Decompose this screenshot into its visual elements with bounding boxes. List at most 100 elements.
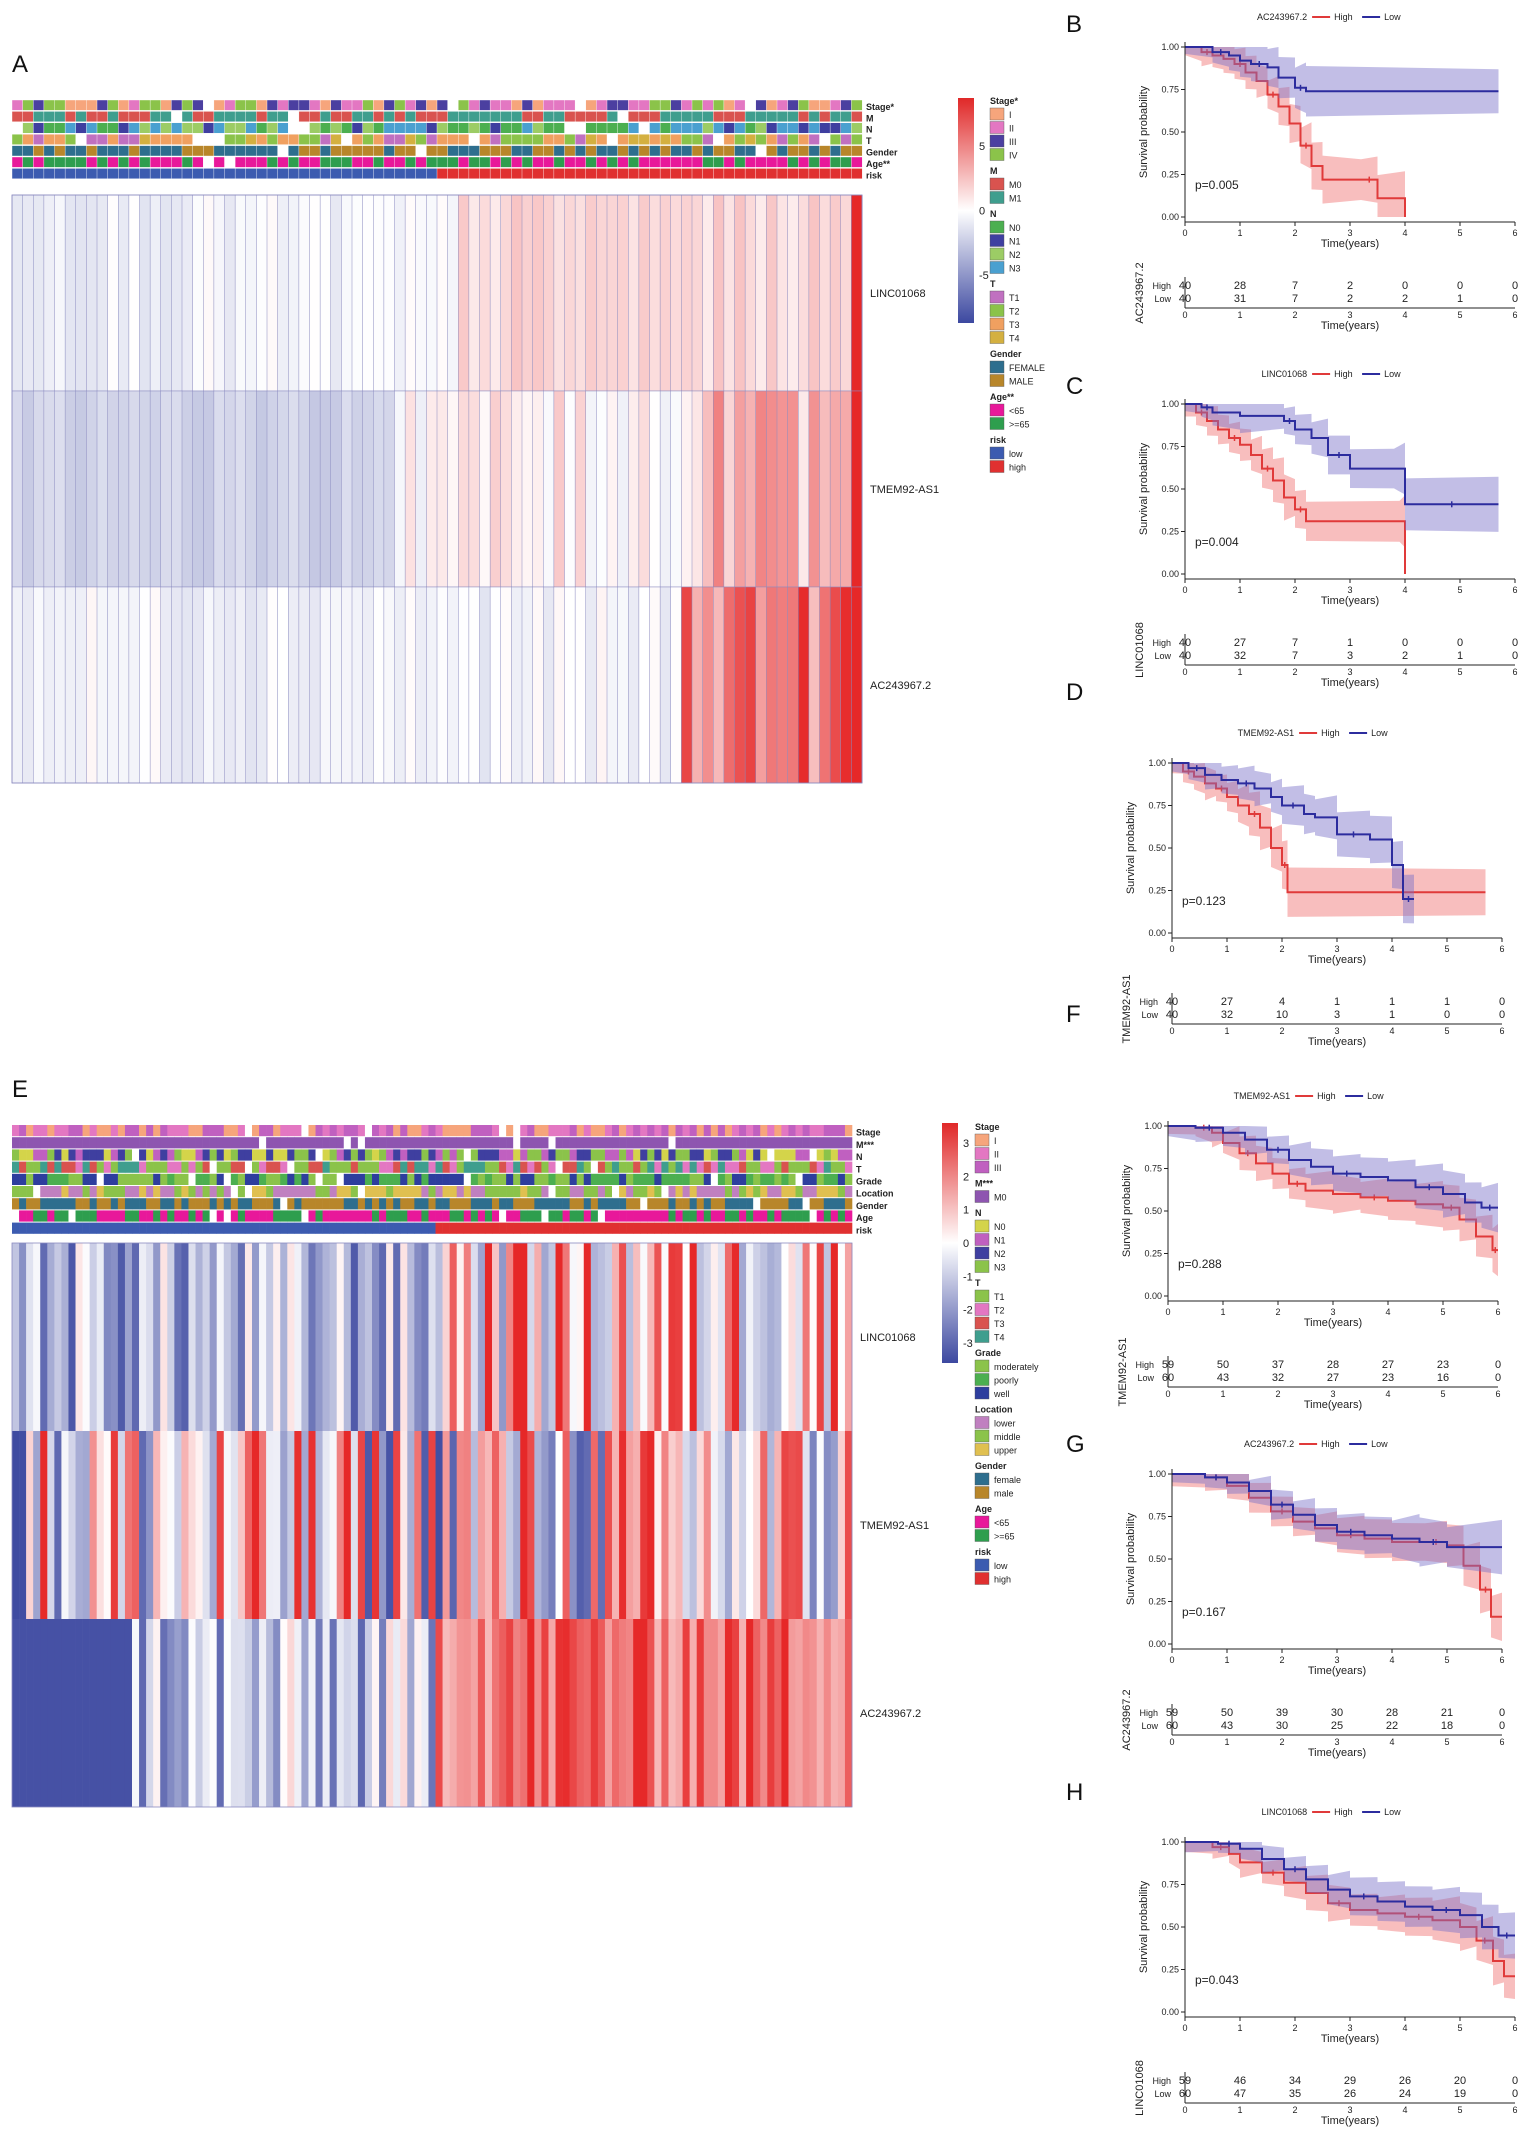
annotation-cell (96, 133, 109, 145)
annotation-cell (287, 1161, 295, 1173)
annotation-cell (746, 1161, 754, 1173)
heatmap-cell (808, 586, 821, 784)
annotation-cell (746, 1125, 754, 1137)
annotation-cell (840, 99, 852, 111)
annotation-cell (499, 1149, 507, 1161)
risk-x-tick-label: 6 (1512, 2105, 1517, 2115)
survival-curve-low (1172, 1473, 1502, 1549)
x-axis-label: Time(years) (1321, 2033, 1379, 2045)
annotation-cell (468, 133, 481, 145)
heatmap-A: Stage*MNTGenderAge**riskLINC01068TMEM92-… (11, 96, 1045, 784)
risk-x-tick-label: 0 (1169, 1026, 1174, 1036)
annotation-cell (400, 1149, 408, 1161)
annotation-cell (477, 1222, 486, 1234)
heatmap-cell (458, 194, 470, 392)
annotation-cell (809, 1137, 818, 1149)
annotation-cell (308, 1210, 316, 1222)
y-tick-label: 0.75 (1144, 1164, 1162, 1174)
annotation-cell (404, 145, 417, 157)
annotation-cell (357, 1222, 366, 1234)
annotation-cell (548, 1198, 556, 1210)
annotation-cell (633, 1173, 641, 1185)
annotation-cell (640, 1198, 648, 1210)
annotation-cell (442, 1186, 450, 1198)
legend-swatch (989, 290, 1005, 304)
annotation-cell (383, 111, 396, 123)
annotation-cell (449, 1198, 458, 1210)
ci-band-low (1185, 47, 1499, 117)
annotation-cell (492, 1173, 500, 1185)
annotation-cell (626, 1173, 634, 1185)
heatmap-cell (259, 1243, 267, 1431)
annotation-cell (479, 145, 491, 157)
annotation-cell (840, 145, 852, 157)
heatmap-cell (776, 390, 789, 588)
x-tick-label: 3 (1334, 1655, 1339, 1665)
annotation-cell (188, 1222, 196, 1234)
annotation-cell (447, 99, 459, 111)
heatmap-cell (569, 1243, 578, 1431)
annotation-cell (322, 1186, 330, 1198)
annotation-cell (195, 1210, 203, 1222)
annotation-cell (548, 1149, 556, 1161)
annotation-cell (739, 1149, 747, 1161)
annotation-cell (203, 145, 215, 157)
heatmap-cell (294, 1243, 302, 1431)
heatmap-cell (96, 586, 109, 784)
risk-count-high: 30 (1331, 1707, 1343, 1719)
risk-count-high: 1 (1334, 996, 1340, 1008)
annotation-cell (585, 156, 597, 168)
annotation-track-label: Stage (856, 1128, 881, 1138)
heatmap-cell (500, 586, 512, 784)
annotation-cell (386, 1210, 394, 1222)
heatmap-cell (237, 1431, 246, 1619)
annotation-cell (819, 99, 831, 111)
heatmap-cell (548, 1243, 556, 1431)
annotation-cell (703, 1222, 712, 1234)
annotation-cell (830, 1222, 839, 1234)
annotation-cell (181, 1137, 189, 1149)
risk-count-high: 0 (1512, 637, 1518, 649)
annotation-cell (379, 1198, 387, 1210)
annotation-cell (654, 1173, 662, 1185)
annotation-cell (54, 133, 66, 145)
heatmap-cell (244, 1619, 253, 1807)
annotation-cell (426, 111, 438, 123)
heatmap-cell (188, 1243, 196, 1431)
heatmap-cell (819, 586, 831, 784)
annotation-cell (844, 1125, 853, 1137)
annotation-cell (319, 156, 332, 168)
annotation-cell (89, 1222, 98, 1234)
annotation-cell (322, 1149, 330, 1161)
annotation-cell (597, 1149, 606, 1161)
annotation-cell (435, 1149, 443, 1161)
legend-swatch (989, 247, 1005, 261)
annotation-cell (682, 1173, 690, 1185)
annotation-cell (336, 1161, 345, 1173)
annotation-cell (118, 111, 130, 123)
annotation-cell (837, 1137, 846, 1149)
annotation-cell (543, 133, 555, 145)
annotation-cell (234, 145, 247, 157)
heatmap-cell (691, 194, 704, 392)
heatmap-cell (647, 1619, 655, 1807)
heatmap-cell (492, 1619, 500, 1807)
annotation-cell (404, 111, 417, 123)
annotation-cell (54, 1161, 62, 1173)
heatmap-cell (732, 1619, 740, 1807)
annotation-cell (298, 111, 311, 123)
risk-x-tick-label: 5 (1457, 667, 1462, 677)
annotation-cell (682, 1222, 690, 1234)
annotation-cell (753, 1210, 761, 1222)
annotation-cell (640, 1137, 648, 1149)
legend-title: risk (975, 1547, 992, 1557)
annotation-cell (357, 1161, 366, 1173)
km-legend-title: LINC01068 (1262, 369, 1308, 379)
heatmap-cell (188, 1619, 196, 1807)
heatmap-cell (118, 390, 130, 588)
annotation-cell (492, 1186, 500, 1198)
annotation-cell (492, 1198, 500, 1210)
annotation-cell (12, 1198, 20, 1210)
annotation-cell (717, 1198, 726, 1210)
annotation-cell (449, 1210, 458, 1222)
